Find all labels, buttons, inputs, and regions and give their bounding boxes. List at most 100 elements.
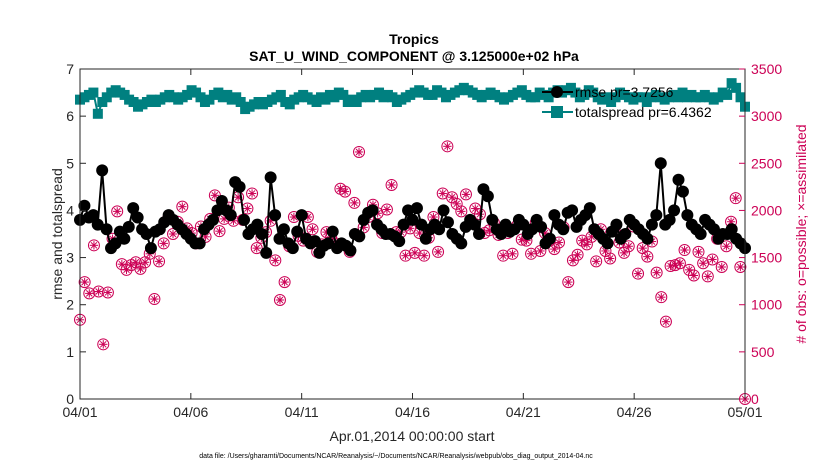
- obs-assimilated-stroke: [253, 244, 261, 252]
- rmse-point: [672, 173, 685, 186]
- rmse-point: [583, 202, 596, 215]
- rmse-point: [233, 180, 246, 193]
- obs-possible-marker: [441, 140, 454, 153]
- rmse-point: [455, 237, 468, 250]
- y-left-tick-label: 4: [66, 202, 74, 218]
- obs-possible-marker: [418, 249, 431, 262]
- totalspread-point: [88, 87, 99, 98]
- obs-assimilated-stroke: [211, 191, 219, 199]
- rmse-point: [663, 213, 676, 226]
- rmse-point: [473, 228, 485, 240]
- x-tick-label: 04/21: [506, 404, 541, 420]
- obs-point: [278, 276, 291, 289]
- x-axis-label: Apr.01,2014 00:00:00 start: [329, 428, 494, 444]
- obs-point: [687, 269, 700, 282]
- obs-assimilated-stroke: [537, 247, 544, 255]
- rmse-point: [393, 235, 406, 248]
- obs-assimilated-stroke: [388, 181, 395, 189]
- obs-assimilated-stroke: [341, 188, 349, 195]
- obs-point: [269, 254, 282, 267]
- rmse-point: [96, 164, 109, 177]
- rmse-point: [87, 209, 100, 222]
- obs-possible-marker: [618, 246, 631, 259]
- rmse-point: [654, 157, 667, 170]
- obs-assimilated-stroke: [643, 253, 651, 260]
- chart-subtitle: SAT_U_WIND_COMPONENT @ 3.125000e+02 hPa: [249, 48, 579, 64]
- obs-assimilated-stroke: [248, 190, 256, 197]
- obs-possible-marker: [353, 145, 366, 158]
- obs-assimilated-stroke: [499, 252, 507, 260]
- obs-assimilated-stroke: [667, 262, 674, 270]
- obs-possible-marker: [632, 267, 645, 280]
- obs-possible-marker: [678, 244, 691, 257]
- obs-point: [78, 276, 91, 289]
- obs-point: [213, 225, 226, 238]
- obs-possible-marker: [692, 245, 705, 258]
- obs-point: [385, 178, 398, 191]
- rmse-point: [668, 204, 681, 217]
- obs-assimilated-stroke: [685, 266, 693, 274]
- obs-possible-marker: [348, 196, 361, 209]
- obs-point: [208, 189, 221, 202]
- obs-possible-marker: [153, 255, 166, 268]
- y-left-tick-label: 3: [66, 250, 74, 266]
- obs-point: [571, 248, 584, 261]
- obs-possible-marker: [590, 255, 603, 268]
- y-right-tick-label: 3500: [751, 61, 782, 77]
- obs-point: [622, 240, 635, 253]
- obs-point: [604, 252, 617, 265]
- y-left-tick-label: 5: [66, 155, 74, 171]
- obs-point: [697, 257, 710, 270]
- obs-point: [506, 247, 519, 260]
- obs-assimilated-stroke: [276, 296, 284, 304]
- obs-point: [641, 250, 654, 263]
- rmse-point: [286, 242, 299, 255]
- obs-assimilated-stroke: [695, 248, 702, 256]
- y-right-tick-label: 2000: [751, 202, 782, 218]
- obs-point: [157, 237, 170, 250]
- rmse-point: [109, 237, 122, 250]
- legend: rmse pr=3.7256 totalspread pr=6.4362: [542, 84, 712, 120]
- obs-assimilated-stroke: [383, 206, 391, 213]
- obs-possible-marker: [729, 192, 742, 205]
- obs-assimilated-stroke: [723, 242, 730, 250]
- obs-possible-marker: [446, 191, 459, 204]
- rmse-point: [131, 211, 144, 224]
- obs-possible-marker: [715, 261, 728, 273]
- rmse-point: [486, 213, 499, 226]
- obs-point: [111, 205, 124, 218]
- data-file-footnote: data file: /Users/gharamti/Documents/NCA…: [199, 453, 593, 460]
- legend-rmse-label: rmse pr=3.7256: [575, 84, 674, 100]
- obs-assimilated-stroke: [118, 260, 126, 268]
- obs-point: [734, 261, 747, 273]
- rmse-point: [543, 232, 556, 245]
- totalspread-series: [75, 78, 750, 119]
- obs-assimilated-stroke: [406, 224, 414, 232]
- rmse-point: [415, 218, 428, 231]
- obs-possible-marker: [213, 225, 226, 238]
- y-right-tick-label: 0: [751, 391, 759, 407]
- obs-point: [459, 188, 472, 201]
- obs-assimilated-stroke: [727, 218, 735, 226]
- obs-possible-marker: [659, 315, 672, 328]
- rmse-point: [548, 209, 561, 222]
- obs-possible-marker: [673, 257, 686, 270]
- rmse-point: [441, 216, 454, 229]
- rmse-point: [251, 218, 264, 231]
- rmse-point: [410, 202, 423, 215]
- legend-totalspread-marker: [551, 106, 563, 118]
- rmse-point: [353, 230, 366, 243]
- obs-possible-marker: [399, 249, 412, 262]
- obs-point: [455, 205, 468, 218]
- obs-possible-marker: [134, 262, 147, 275]
- rmse-point: [308, 235, 321, 248]
- x-tick-label: 04/06: [173, 404, 208, 420]
- obs-point: [83, 287, 96, 300]
- y-left-tick-label: 6: [66, 108, 74, 124]
- y-axis-right-label: # of obs: o=possible; ×=assimilated: [793, 124, 809, 343]
- obs-possible-marker: [176, 200, 189, 213]
- obs-possible-marker: [120, 263, 133, 276]
- obs-assimilated-stroke: [95, 288, 102, 295]
- rmse-point: [277, 223, 290, 236]
- obs-possible-marker: [157, 237, 170, 250]
